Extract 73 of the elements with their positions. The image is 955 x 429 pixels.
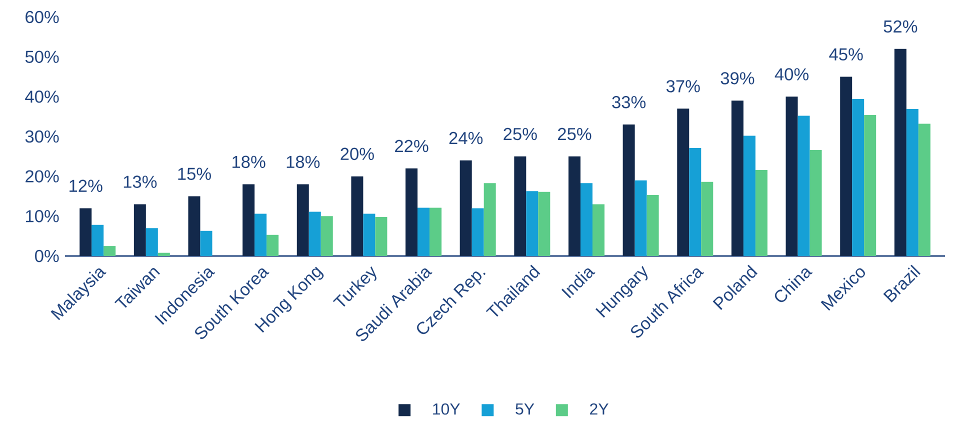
bar	[840, 76, 852, 256]
bar	[80, 208, 92, 256]
bar	[266, 234, 279, 256]
data-label: 45%	[829, 48, 863, 60]
bar	[798, 116, 810, 256]
data-label: 33%	[612, 96, 646, 108]
bar	[375, 216, 388, 256]
bar	[254, 214, 267, 256]
bar	[104, 246, 116, 256]
y-tick-label: 10%	[26, 210, 59, 222]
y-tick-label: 60%	[26, 10, 59, 24]
y-tick-label: 50%	[25, 50, 59, 63]
bar	[592, 204, 604, 256]
bar	[134, 204, 146, 256]
bar	[894, 48, 906, 256]
bar	[918, 124, 930, 256]
bar	[538, 192, 550, 256]
data-label: 25%	[558, 128, 592, 140]
bar	[701, 182, 714, 256]
bar	[296, 184, 309, 256]
legend-label: 5Y	[516, 403, 534, 415]
legend-label: 10Y	[433, 403, 460, 415]
data-label: 24%	[449, 132, 483, 144]
bar	[810, 150, 822, 256]
legend-label: 2Y	[590, 403, 608, 415]
data-label: 20%	[340, 148, 374, 160]
bar	[622, 124, 635, 256]
bar	[188, 196, 200, 256]
bar	[158, 252, 170, 256]
bar	[460, 160, 472, 256]
bar	[526, 191, 538, 256]
bar	[646, 195, 659, 256]
bar	[906, 109, 918, 256]
data-label: 12%	[70, 180, 102, 192]
data-label: 18%	[286, 156, 320, 168]
bar	[731, 100, 744, 256]
data-label: 18%	[232, 156, 266, 168]
data-label: 13%	[124, 176, 157, 188]
bar	[580, 183, 592, 256]
bar	[755, 170, 768, 256]
bar	[472, 208, 484, 256]
bar	[484, 183, 496, 256]
bar	[320, 216, 333, 256]
bar	[514, 156, 526, 256]
bar	[689, 148, 702, 256]
data-label: 22%	[395, 140, 428, 152]
y-tick-label: 20%	[26, 170, 59, 182]
bar	[200, 230, 212, 256]
data-label: 37%	[666, 80, 700, 92]
bar	[677, 108, 690, 256]
data-label: 40%	[774, 68, 809, 80]
bar	[146, 228, 158, 256]
bar	[430, 208, 442, 256]
bar	[568, 156, 580, 256]
bar	[242, 184, 255, 256]
y-tick-label: 40%	[25, 90, 59, 103]
data-label: 25%	[504, 128, 537, 140]
bar	[351, 176, 364, 256]
bar	[406, 168, 418, 256]
bar	[363, 214, 376, 256]
data-label: 52%	[884, 20, 918, 33]
data-label: 15%	[178, 168, 211, 180]
bar	[634, 180, 647, 256]
bar	[418, 208, 430, 256]
data-label: 39%	[720, 72, 754, 84]
bar	[308, 212, 321, 256]
bar	[743, 136, 756, 256]
y-tick-label: 0%	[35, 250, 59, 262]
bar	[92, 224, 104, 256]
bar	[852, 99, 864, 256]
bar	[864, 114, 876, 256]
bar	[786, 96, 798, 256]
y-tick-label: 30%	[25, 130, 59, 143]
